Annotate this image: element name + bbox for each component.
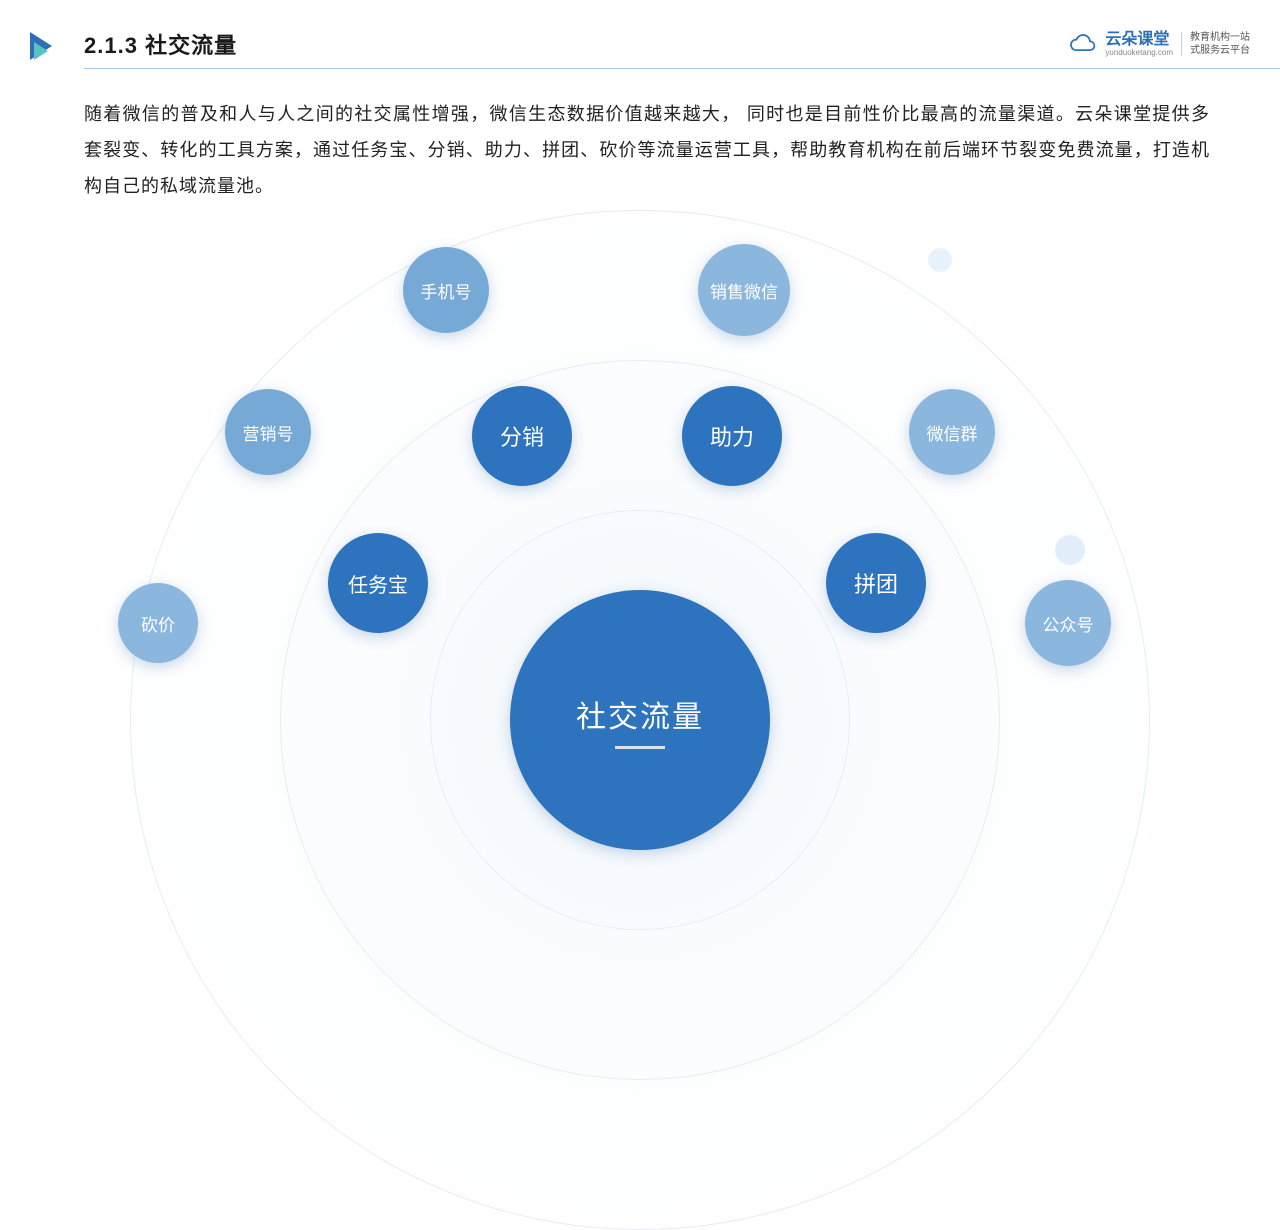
title-underline [84,68,1280,69]
slide-header: 2.1.3 社交流量 云朵课堂 yunduoketang.com 教育机构一站 … [30,28,1250,60]
center-underline [615,746,665,749]
logo-name: 云朵课堂 [1105,32,1173,48]
outer-node: 销售微信 [698,244,790,336]
slide-title: 2.1.3 社交流量 [84,28,237,60]
node-label: 任务宝 [348,569,408,598]
decorative-dot [1055,535,1085,565]
center-label: 社交流量 [576,692,704,736]
outer-node: 微信群 [909,389,995,475]
inner-node: 分销 [472,386,572,486]
cloud-icon [1069,34,1097,54]
outer-node: 手机号 [403,247,489,333]
outer-node: 砍价 [118,583,198,663]
node-label: 微信群 [927,420,978,445]
decorative-dot [928,248,952,272]
logo-divider [1181,32,1182,56]
center-node: 社交流量 [510,590,770,850]
node-label: 公众号 [1043,611,1094,636]
node-label: 助力 [710,420,754,452]
inner-node: 助力 [682,386,782,486]
outer-node: 公众号 [1025,580,1111,666]
title-group: 2.1.3 社交流量 [30,28,237,60]
slide-description: 随着微信的普及和人与人之间的社交属性增强，微信生态数据价值越来越大， 同时也是目… [84,96,1210,204]
logo-domain: yunduoketang.com [1105,48,1173,57]
section-title: 社交流量 [145,33,237,58]
brand-logo: 云朵课堂 yunduoketang.com 教育机构一站 式服务云平台 [1069,31,1250,57]
node-label: 营销号 [243,420,294,445]
node-label: 手机号 [421,278,472,303]
inner-node: 任务宝 [328,533,428,633]
radial-diagram: 砍价营销号手机号销售微信微信群公众号任务宝分销助力拼团社交流量 [0,230,1280,720]
node-label: 拼团 [854,567,898,599]
node-label: 砍价 [141,611,175,636]
inner-node: 拼团 [826,533,926,633]
section-number: 2.1.3 [84,33,138,58]
logo-tagline: 教育机构一站 式服务云平台 [1190,31,1250,57]
node-label: 分销 [500,420,544,452]
outer-node: 营销号 [225,389,311,475]
node-label: 销售微信 [710,278,778,303]
